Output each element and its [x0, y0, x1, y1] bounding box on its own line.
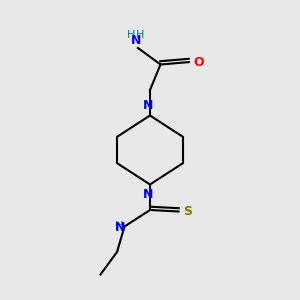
- Text: N: N: [143, 99, 154, 112]
- Text: H: H: [127, 31, 136, 40]
- Text: N: N: [115, 221, 125, 234]
- Text: N: N: [131, 34, 141, 46]
- Text: H: H: [115, 220, 123, 231]
- Text: N: N: [143, 188, 154, 201]
- Text: H: H: [136, 31, 145, 40]
- Text: S: S: [183, 205, 192, 218]
- Text: O: O: [193, 56, 204, 69]
